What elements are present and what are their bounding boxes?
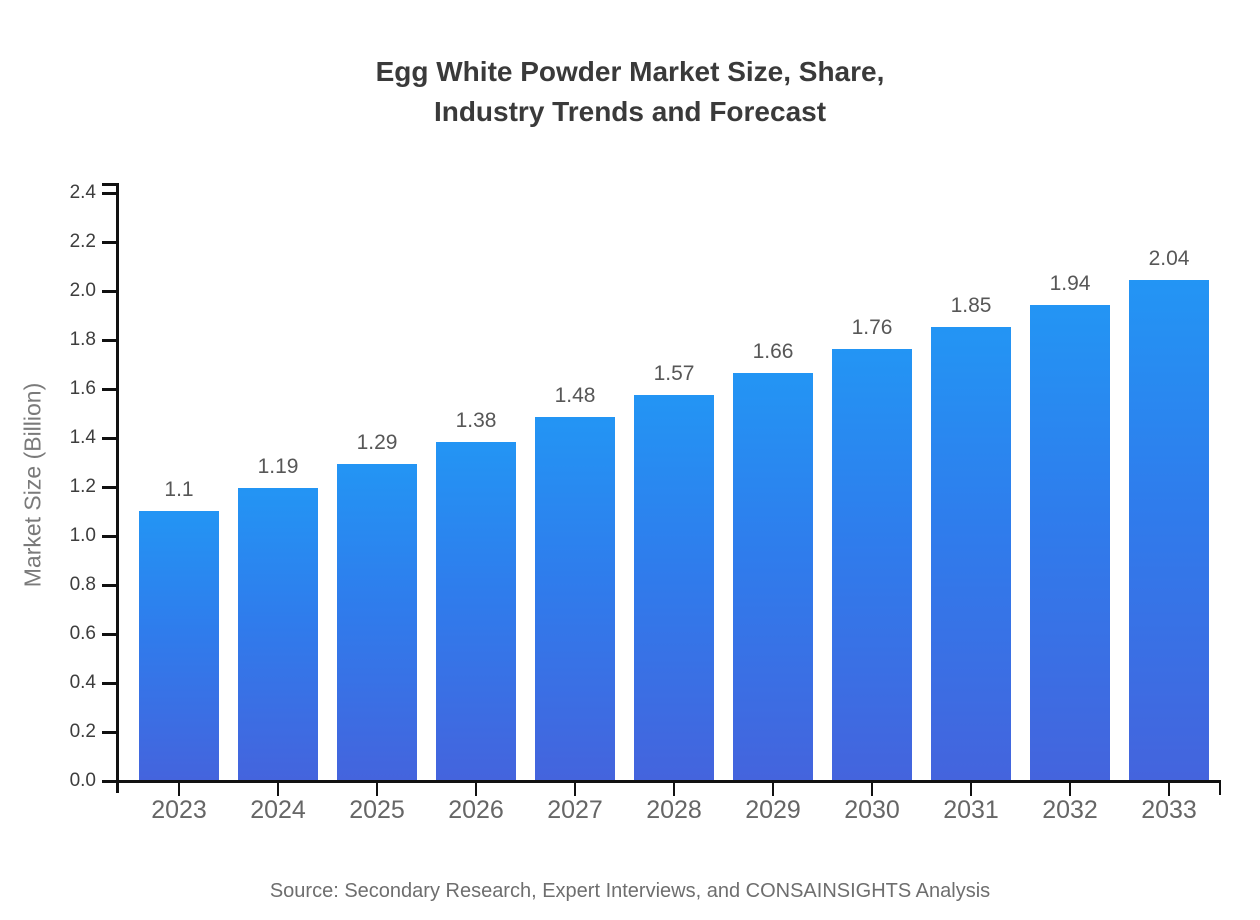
y-tick xyxy=(102,339,116,342)
bar-value-label: 1.38 xyxy=(455,408,497,432)
bar xyxy=(1030,304,1110,780)
bar xyxy=(634,395,714,780)
bar-value-label: 1.66 xyxy=(752,340,794,364)
x-tick-label: 2023 xyxy=(151,796,207,824)
y-axis-line xyxy=(116,183,119,793)
y-tick-label: 2.2 xyxy=(69,231,96,252)
bar-value-label: 2.04 xyxy=(1148,247,1190,271)
chart-title-line2: Industry Trends and Forecast xyxy=(433,96,827,127)
bar xyxy=(337,463,417,780)
x-tick-label: 2031 xyxy=(943,796,999,824)
y-tick xyxy=(102,192,116,195)
x-axis-line xyxy=(116,780,1221,783)
y-tick-label: 0.6 xyxy=(69,623,96,644)
x-tick xyxy=(1167,782,1171,796)
y-tick xyxy=(102,682,116,685)
x-tick xyxy=(573,782,577,796)
y-tick-label: 1.6 xyxy=(69,378,96,399)
x-tick xyxy=(276,782,280,796)
y-tick-label: 2.0 xyxy=(69,280,96,301)
y-tick xyxy=(102,633,116,636)
x-tick-label: 2028 xyxy=(646,796,702,824)
y-tick xyxy=(102,731,116,734)
y-tick xyxy=(102,486,116,489)
x-tick-label: 2026 xyxy=(448,796,504,824)
bar-value-label: 1.1 xyxy=(164,477,194,501)
bar-value-label: 1.94 xyxy=(1049,271,1091,295)
y-tick xyxy=(102,290,116,293)
y-tick xyxy=(102,780,116,783)
y-tick-label: 1.2 xyxy=(69,476,96,497)
x-tick xyxy=(1068,782,1072,796)
chart-title-line1: Egg White Powder Market Size, Share, xyxy=(375,56,885,87)
y-tick-label: 0.4 xyxy=(69,672,96,693)
x-tick-label: 2024 xyxy=(250,796,306,824)
y-tick-label: 0.8 xyxy=(69,574,96,595)
x-tick xyxy=(771,782,775,796)
y-tick xyxy=(102,584,116,587)
y-tick-label: 1.4 xyxy=(69,427,96,448)
y-tick xyxy=(102,388,116,391)
bar xyxy=(832,348,912,780)
bar xyxy=(238,488,318,780)
source-note: Source: Secondary Research, Expert Inter… xyxy=(269,880,991,902)
y-tick-label: 0.0 xyxy=(69,770,96,791)
x-tick-label: 2027 xyxy=(547,796,603,824)
y-axis-end-tick xyxy=(102,183,116,186)
x-tick xyxy=(672,782,676,796)
x-tick xyxy=(969,782,973,796)
y-tick-label: 0.2 xyxy=(69,721,96,742)
bar-value-label: 1.48 xyxy=(554,384,596,408)
bar-value-label: 1.76 xyxy=(851,315,893,339)
x-tick-label: 2030 xyxy=(844,796,900,824)
bar xyxy=(535,417,615,780)
y-tick-label: 1.8 xyxy=(69,329,96,350)
bar xyxy=(931,326,1011,780)
y-tick-label: 2.4 xyxy=(69,182,96,203)
x-axis-end-tick xyxy=(1218,780,1221,795)
bar xyxy=(139,510,219,780)
bar xyxy=(733,373,813,780)
chart-title: Egg White Powder Market Size, Share, Ind… xyxy=(0,52,1260,132)
x-tick xyxy=(375,782,379,796)
x-tick-label: 2033 xyxy=(1141,796,1197,824)
x-tick xyxy=(474,782,478,796)
x-tick-label: 2029 xyxy=(745,796,801,824)
y-tick xyxy=(102,535,116,538)
bar-value-label: 1.85 xyxy=(950,293,992,317)
y-tick xyxy=(102,241,116,244)
bar xyxy=(436,441,516,780)
x-tick xyxy=(870,782,874,796)
x-tick-label: 2032 xyxy=(1042,796,1098,824)
bar-value-label: 1.19 xyxy=(257,455,299,479)
bar xyxy=(1129,280,1209,780)
bar-value-label: 1.29 xyxy=(356,430,398,454)
y-tick xyxy=(102,437,116,440)
y-tick-label: 1.0 xyxy=(69,525,96,546)
bar-value-label: 1.57 xyxy=(653,362,695,386)
x-tick-label: 2025 xyxy=(349,796,405,824)
x-tick xyxy=(177,782,181,796)
